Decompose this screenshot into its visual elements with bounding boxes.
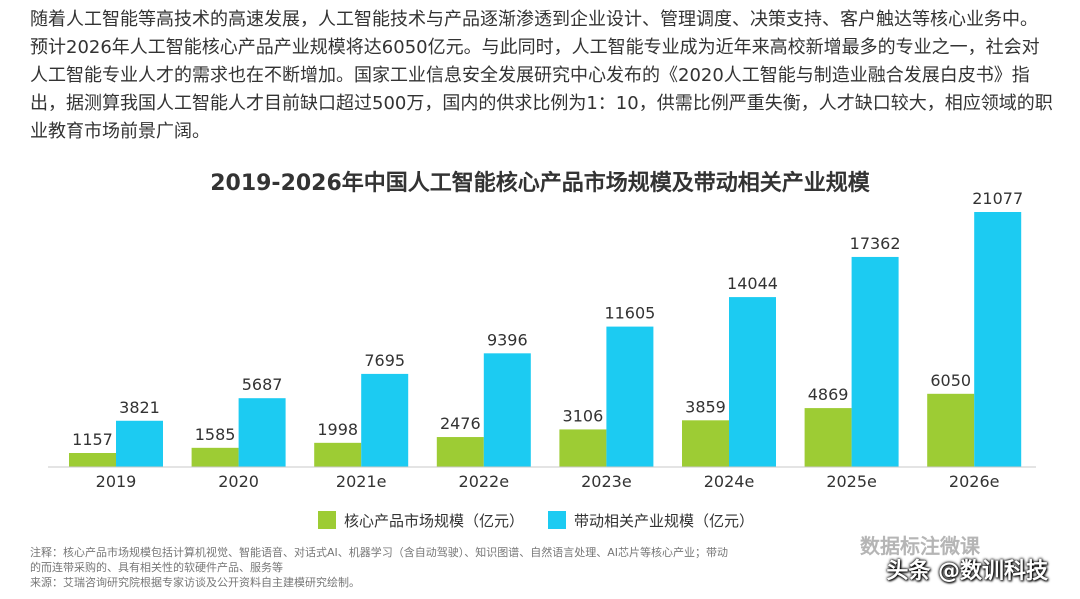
bar-series1-2024e xyxy=(682,420,729,467)
data-label-series2-2022e: 9396 xyxy=(487,330,528,349)
bar-series2-2023e xyxy=(606,326,654,467)
bar-series2-2021e xyxy=(361,373,409,467)
bar-series1-2026e xyxy=(927,393,975,467)
data-label-series1-2025e: 4869 xyxy=(808,385,849,404)
bar-series1-2021e xyxy=(314,442,362,467)
data-label-series2-2019: 3821 xyxy=(119,398,160,417)
data-label-series1-2023e: 3106 xyxy=(563,406,604,425)
data-label-series2-2025e: 17362 xyxy=(850,234,901,253)
x-tick-label-2024e: 2024e xyxy=(704,472,755,491)
data-label-series1-2026e: 6050 xyxy=(930,371,971,390)
legend-swatch-2 xyxy=(548,511,566,529)
chart-notes: 注释：核心产品市场规模包括计算机视觉、智能语音、对话式AI、机器学习（含自动驾驶… xyxy=(30,545,860,590)
bar-series2-2025e xyxy=(851,256,899,467)
x-tick-label-2019: 2019 xyxy=(96,472,137,491)
x-tick-label-2025e: 2025e xyxy=(826,472,877,491)
data-label-series2-2024e: 14044 xyxy=(727,274,778,293)
x-tick-label-2022e: 2022e xyxy=(459,472,510,491)
bar-series1-2020 xyxy=(191,447,239,467)
data-label-series1-2020: 1585 xyxy=(195,425,236,444)
bar-series2-2019 xyxy=(116,420,163,467)
x-tick-labels: 2019 2020 2021e 2022e 2023e 2024e 2025e 2026e xyxy=(96,472,1000,491)
data-label-series1-2024e: 3859 xyxy=(685,397,726,416)
data-label-series1-2022e: 2476 xyxy=(440,414,481,433)
data-label-series1-2021e: 1998 xyxy=(317,420,358,439)
data-label-series1-2019: 1157 xyxy=(72,430,113,449)
note-line-2: 的而连带采购的、具有相关性的软硬件产品、服务等 xyxy=(30,561,283,574)
bar-series1-2023e xyxy=(559,429,607,467)
watermark-faint: 数据标注微课 xyxy=(860,534,980,558)
bar-series2-2020 xyxy=(238,398,286,467)
bar-series2-2024e xyxy=(729,297,776,467)
x-tick-label-2023e: 2023e xyxy=(581,472,632,491)
legend-label-1: 核心产品市场规模（亿元） xyxy=(344,512,524,530)
legend-swatch-1 xyxy=(318,511,336,529)
x-tick-label-2021e: 2021e xyxy=(336,472,387,491)
watermark-main: 头条 @数训科技 xyxy=(886,559,1048,584)
bar-series2-2026e xyxy=(974,212,1022,467)
x-tick-label-2026e: 2026e xyxy=(949,472,1000,491)
bar-series1-2022e xyxy=(436,437,484,467)
source-line: 来源：艾瑞咨询研究院根据专家访谈及公开资料自主建模研究绘制。 xyxy=(30,576,360,589)
bar-series2-2022e xyxy=(483,353,531,467)
data-label-series2-2026e: 21077 xyxy=(972,189,1023,208)
data-label-series2-2020: 5687 xyxy=(242,375,283,394)
x-tick-label-2020: 2020 xyxy=(218,472,259,491)
bars-layer: 1157 3821 1585 5687 1998 7695 2476 9396 3106 1160… xyxy=(69,189,1023,467)
note-line-1: 注释：核心产品市场规模包括计算机视觉、智能语音、对话式AI、机器学习（含自动驾驶… xyxy=(30,546,729,559)
intro-paragraph: 随着人工智能等高技术的高速发展，人工智能技术与产品逐渐渗透到企业设计、管理调度、… xyxy=(30,9,1053,142)
legend: 核心产品市场规模（亿元） 带动相关产业规模（亿元） xyxy=(318,511,754,530)
legend-label-2: 带动相关产业规模（亿元） xyxy=(574,512,754,530)
data-label-series2-2023e: 11605 xyxy=(604,304,655,323)
data-label-series2-2021e: 7695 xyxy=(364,351,405,370)
bar-series1-2025e xyxy=(804,408,852,467)
chart-title: 2019-2026年中国人工智能核心产品市场规模及带动相关产业规模 xyxy=(210,171,870,196)
bar-series1-2019 xyxy=(69,453,116,467)
